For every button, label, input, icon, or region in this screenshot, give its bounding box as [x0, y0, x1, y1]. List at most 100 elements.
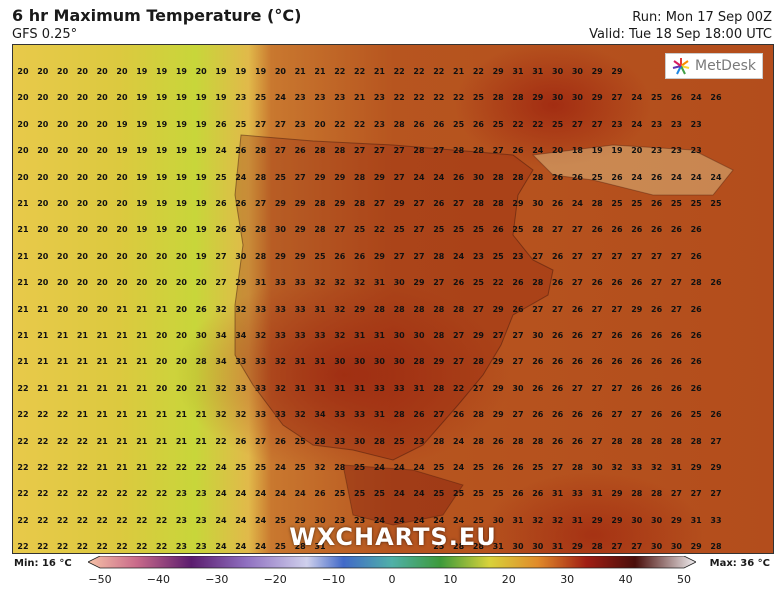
temperature-value: 25 — [532, 463, 544, 472]
temperature-value: 20 — [116, 172, 128, 182]
temperature-value: 28 — [512, 436, 524, 446]
temperature-value: 26 — [334, 251, 346, 261]
temperature-value: 26 — [354, 251, 366, 261]
temperature-value: 21 — [136, 357, 148, 367]
temperature-value: 26 — [235, 436, 247, 446]
temperature-value: 23 — [512, 251, 524, 261]
temperature-value: 19 — [156, 225, 168, 235]
temperature-value: 21 — [136, 463, 148, 472]
min-temperature-label: Min: 16 °C — [14, 558, 72, 569]
temperature-value: 21 — [294, 67, 306, 76]
temperature-value: 26 — [492, 436, 504, 446]
temperature-value: 22 — [136, 542, 148, 552]
temperature-value: 21 — [96, 463, 108, 472]
temperature-value: 19 — [195, 251, 207, 261]
temperature-value: 22 — [532, 119, 544, 129]
temperature-value: 27 — [611, 304, 623, 314]
temperature-value: 26 — [492, 463, 504, 472]
temperature-value: 28 — [354, 172, 366, 182]
temperature-value: 22 — [76, 542, 88, 552]
temperature-value: 20 — [17, 67, 29, 76]
temperature-value: 33 — [255, 357, 267, 367]
temperature-value: 26 — [552, 278, 564, 288]
temperature-value: 29 — [274, 251, 286, 261]
temperature-value: 28 — [472, 199, 484, 208]
temperature-value: 28 — [472, 146, 484, 156]
temperature-value: 22 — [17, 489, 29, 499]
temperature-value: 23 — [690, 119, 702, 129]
temperature-value: 34 — [314, 410, 326, 420]
temperature-value: 22 — [156, 463, 168, 472]
temperature-value: 26 — [690, 251, 702, 261]
temperature-value: 26 — [532, 357, 544, 367]
temperature-value: 23 — [195, 515, 207, 525]
temperature-value: 20 — [156, 331, 168, 340]
temperature-value: 25 — [354, 225, 366, 235]
temperature-value: 21 — [76, 383, 88, 393]
temperature-value: 28 — [255, 146, 267, 156]
temperature-value: 20 — [57, 278, 69, 288]
temperature-value: 24 — [413, 489, 425, 499]
temperature-value: 22 — [136, 515, 148, 525]
temperature-value: 22 — [512, 119, 524, 129]
temperature-value: 30 — [651, 542, 663, 552]
temperature-value: 24 — [571, 199, 583, 208]
temperature-value: 22 — [393, 93, 405, 103]
temperature-value: 25 — [255, 93, 267, 103]
temperature-value: 25 — [651, 93, 663, 103]
temperature-value: 24 — [274, 489, 286, 499]
temperature-value: 30 — [354, 357, 366, 367]
temperature-value: 31 — [492, 542, 504, 552]
temperature-value: 26 — [651, 331, 663, 340]
temperature-value: 31 — [373, 410, 385, 420]
temperature-value: 25 — [472, 225, 484, 235]
temperature-value: 20 — [156, 383, 168, 393]
temperature-value: 28 — [393, 304, 405, 314]
temperature-value: 27 — [651, 278, 663, 288]
temperature-value: 20 — [96, 251, 108, 261]
temperature-value: 33 — [235, 357, 247, 367]
temperature-value: 29 — [334, 199, 346, 208]
temperature-value: 25 — [710, 199, 722, 208]
temperature-value: 28 — [492, 172, 504, 182]
temperature-value: 26 — [532, 489, 544, 499]
temperature-value: 27 — [670, 251, 682, 261]
temperature-value: 22 — [492, 278, 504, 288]
temperature-value: 23 — [195, 542, 207, 552]
temperature-value: 23 — [334, 515, 346, 525]
temperature-value: 24 — [393, 463, 405, 472]
temperature-value: 24 — [274, 93, 286, 103]
temperature-value: 26 — [651, 357, 663, 367]
temperature-value: 27 — [552, 463, 564, 472]
temperature-value: 20 — [96, 278, 108, 288]
temperature-value: 20 — [175, 225, 187, 235]
temperature-value: 20 — [76, 172, 88, 182]
temperature-value: 28 — [690, 278, 702, 288]
temperature-value: 20 — [116, 199, 128, 208]
temperature-value: 21 — [37, 383, 49, 393]
temperature-value: 22 — [37, 463, 49, 472]
temperature-value: 19 — [136, 225, 148, 235]
temperature-value: 27 — [552, 225, 564, 235]
temperature-value: 30 — [373, 357, 385, 367]
temperature-value: 27 — [433, 278, 445, 288]
temperature-value: 21 — [156, 410, 168, 420]
temperature-value: 29 — [373, 251, 385, 261]
temperature-value: 22 — [17, 463, 29, 472]
temperature-value: 19 — [136, 67, 148, 76]
temperature-value: 26 — [314, 489, 326, 499]
temperature-value: 27 — [591, 383, 603, 393]
temperature-value: 31 — [314, 357, 326, 367]
temperature-value: 27 — [631, 410, 643, 420]
temperature-value: 33 — [710, 515, 722, 525]
temperature-value: 28 — [433, 331, 445, 340]
temperature-value: 26 — [433, 119, 445, 129]
temperature-value: 29 — [591, 67, 603, 76]
temperature-value: 20 — [76, 199, 88, 208]
temperature-value: 31 — [670, 463, 682, 472]
temperature-value: 21 — [37, 357, 49, 367]
temperature-value: 25 — [472, 93, 484, 103]
temperature-value: 22 — [57, 436, 69, 446]
temperature-value: 23 — [670, 146, 682, 156]
temperature-value: 31 — [314, 304, 326, 314]
